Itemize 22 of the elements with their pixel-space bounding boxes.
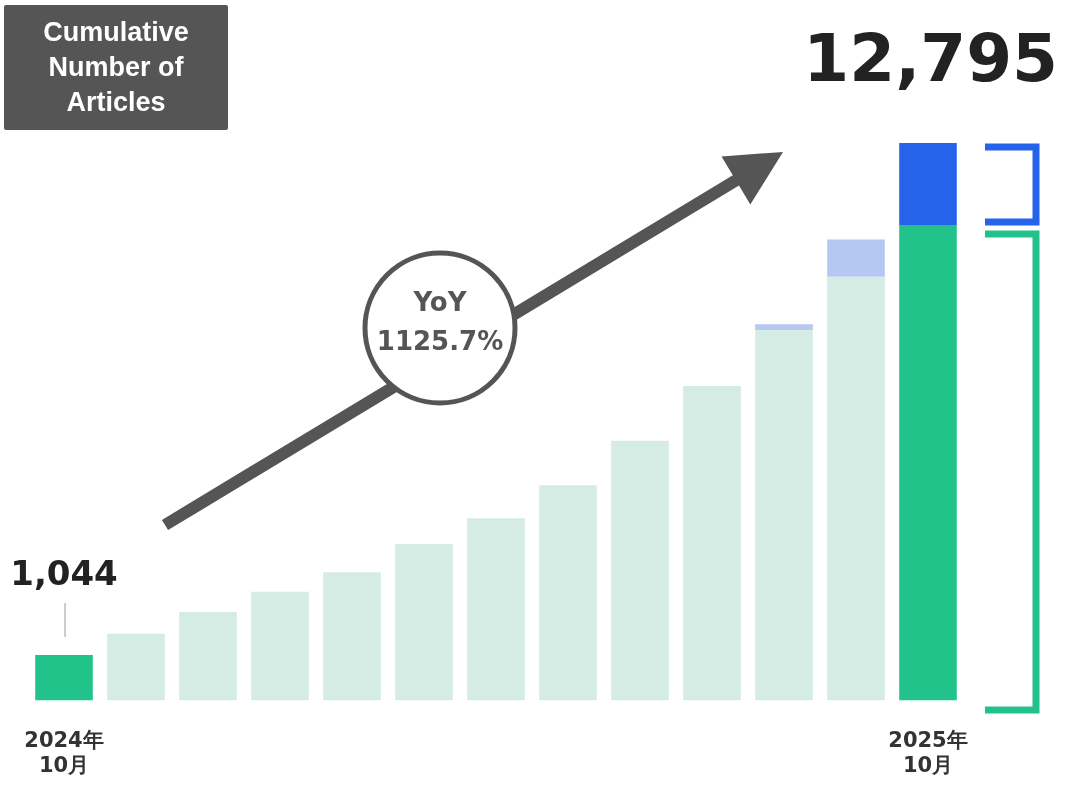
bar [107,633,165,701]
bar [179,611,237,701]
bar [251,591,309,701]
x-tick-label: 2024年 10月 [24,727,104,777]
bar [323,572,381,701]
bar [899,224,957,701]
bar [755,324,813,331]
bar [683,386,741,701]
bar [899,143,957,225]
bar [35,654,93,701]
chart-title: Cumulative Number of Articles [4,5,228,130]
bar [539,485,597,701]
bar [827,239,885,277]
bar [395,543,453,701]
bar [755,330,813,701]
annotation: YoY 1125.7% [375,286,505,358]
bar [467,518,525,701]
x-tick-label: 2025年 10月 [888,727,968,777]
bar [827,276,885,701]
annotation: 12,795 [803,20,1058,97]
annotation: 1,044 [10,552,118,593]
bar [611,440,669,701]
